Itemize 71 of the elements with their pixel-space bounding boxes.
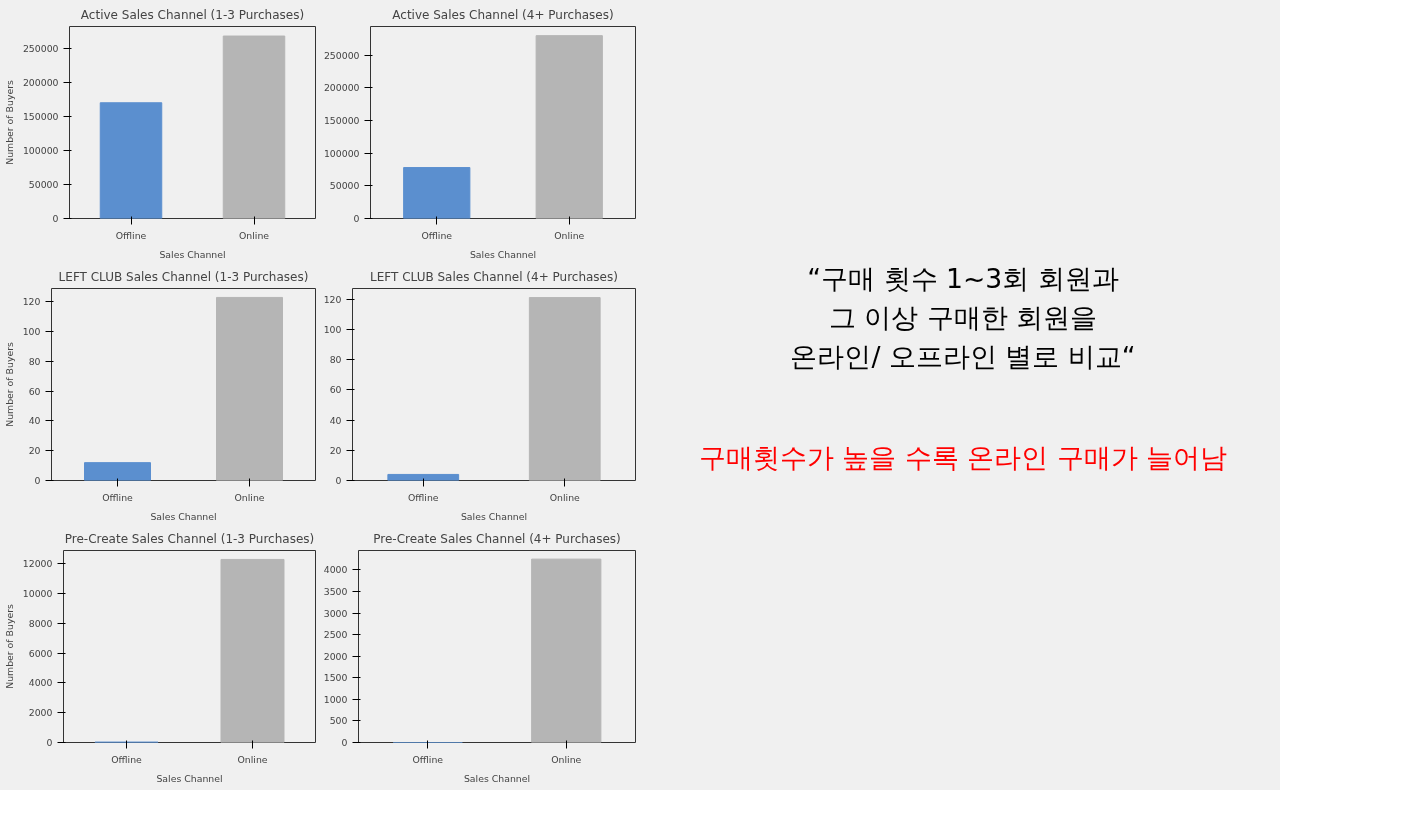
y-tick-label: 0 bbox=[341, 737, 348, 748]
chart-title: LEFT CLUB Sales Channel (1-3 Purchases) bbox=[58, 269, 309, 284]
x-tick-label: Online bbox=[554, 229, 585, 241]
y-tick-label: 12000 bbox=[22, 558, 53, 570]
y-tick-label: 50000 bbox=[28, 178, 59, 190]
x-axis-title: Sales Channel bbox=[150, 510, 217, 522]
y-tick-label: 80 bbox=[28, 355, 41, 367]
y-tick-label: 60 bbox=[28, 385, 41, 397]
x-axis-title: Sales Channel bbox=[156, 772, 223, 784]
x-tick-label: Offline bbox=[421, 229, 453, 241]
chart-title: Pre-Create Sales Channel (4+ Purchases) bbox=[373, 531, 621, 546]
x-tick-label: Online bbox=[234, 491, 265, 503]
y-tick-label: 3000 bbox=[323, 607, 348, 619]
y-tick-label: 2500 bbox=[323, 629, 348, 641]
y-tick-label: 250000 bbox=[22, 42, 59, 54]
y-tick-label: 0 bbox=[46, 737, 53, 748]
text: 구매횟수가 높을 수록 온라인 구매가 늘어남 bbox=[698, 442, 1228, 474]
y-tick-label: 20 bbox=[28, 445, 41, 457]
y-tick-label: 150000 bbox=[22, 110, 59, 122]
y-tick-label: 40 bbox=[329, 414, 342, 426]
y-tick-label: 6000 bbox=[28, 647, 53, 659]
y-tick-label: 0 bbox=[34, 475, 41, 486]
y-axis-title: Number of Buyers bbox=[3, 342, 15, 427]
y-tick-label: 60 bbox=[329, 384, 342, 396]
y-tick-label: 4000 bbox=[28, 677, 53, 689]
y-tick-label: 8000 bbox=[28, 617, 53, 629]
y-tick-label: 0 bbox=[353, 213, 360, 224]
y-tick-label: 100 bbox=[22, 326, 41, 338]
y-tick-label: 200000 bbox=[323, 82, 360, 94]
y-axis-title: Number of Buyers bbox=[3, 80, 15, 165]
y-tick-label: 250000 bbox=[323, 49, 360, 61]
x-tick-label: Offline bbox=[115, 229, 147, 241]
x-tick-label: Offline bbox=[111, 753, 143, 765]
y-tick-label: 1000 bbox=[323, 693, 348, 705]
y-tick-label: 20 bbox=[329, 444, 342, 456]
chart-title: Active Sales Channel (1-3 Purchases) bbox=[80, 7, 305, 22]
x-tick-label: Offline bbox=[407, 491, 439, 503]
y-tick-label: 150000 bbox=[323, 115, 360, 127]
x-tick-label: Online bbox=[237, 753, 268, 765]
x-axis-title: Sales Channel bbox=[159, 248, 226, 260]
x-axis-title: Sales Channel bbox=[460, 510, 528, 522]
y-tick-label: 120 bbox=[323, 293, 342, 305]
y-tick-label: 1500 bbox=[323, 672, 348, 684]
x-tick-label: Online bbox=[549, 491, 581, 503]
y-tick-label: 0 bbox=[335, 475, 342, 486]
text: “구매 횟수 1~3회 회원과 그 이상 구매한 회원을 온라인/ 오프라인 별로 비교“ bbox=[790, 263, 1136, 372]
y-tick-label: 2000 bbox=[323, 650, 348, 662]
y-tick-label: 80 bbox=[329, 354, 342, 366]
x-tick-label: Offline bbox=[102, 491, 134, 503]
y-tick-label: 40 bbox=[28, 415, 41, 427]
chart-title: Pre-Create Sales Channel (1-3 Purchases) bbox=[64, 531, 315, 546]
y-tick-label: 10000 bbox=[22, 588, 53, 600]
y-axis-title: Number of Buyers bbox=[3, 604, 15, 689]
chart-title: LEFT CLUB Sales Channel (4+ Purchases) bbox=[370, 269, 618, 284]
y-tick-label: 3500 bbox=[323, 585, 348, 597]
y-tick-label: 0 bbox=[52, 213, 59, 224]
y-tick-label: 100000 bbox=[22, 144, 59, 156]
y-tick-label: 4000 bbox=[323, 564, 348, 576]
x-axis-title: Sales Channel bbox=[469, 248, 537, 260]
x-tick-label: Online bbox=[238, 229, 270, 241]
y-tick-label: 2000 bbox=[28, 707, 53, 719]
y-tick-label: 100000 bbox=[323, 147, 360, 159]
y-tick-label: 500 bbox=[329, 715, 348, 727]
y-tick-label: 100 bbox=[323, 323, 342, 335]
chart-title: Active Sales Channel (4+ Purchases) bbox=[392, 7, 614, 22]
y-tick-label: 120 bbox=[22, 296, 41, 308]
x-tick-label: Offline bbox=[412, 753, 444, 765]
y-tick-label: 50000 bbox=[329, 180, 360, 192]
y-tick-label: 200000 bbox=[22, 76, 59, 88]
x-axis-title: Sales Channel bbox=[463, 772, 531, 784]
x-tick-label: Online bbox=[551, 753, 582, 765]
